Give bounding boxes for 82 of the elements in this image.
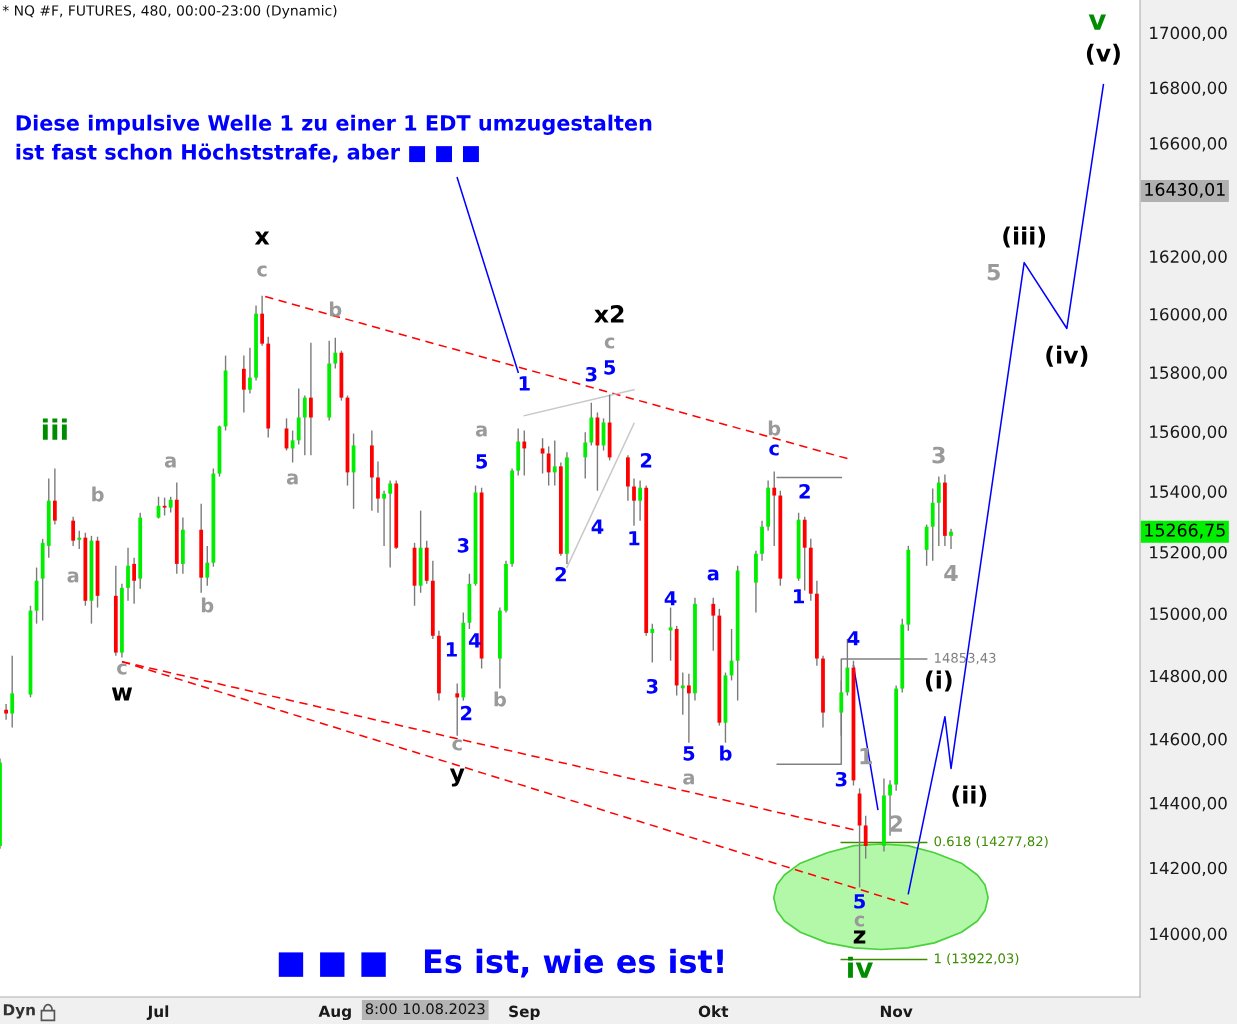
annotation: (i) xyxy=(925,670,952,692)
annotation: 4 xyxy=(664,591,677,606)
annotation: Diese impulsive Welle 1 zu einer 1 EDT umzugestalten ist fast schon Höchststrafe, aber ■ ■ ■ xyxy=(16,114,652,163)
y-tick-label: 15400,00 xyxy=(1150,485,1227,500)
annotation: 4 xyxy=(591,519,604,534)
annotation: 1 xyxy=(519,376,530,391)
y-tick-label: 16000,00 xyxy=(1150,307,1227,323)
y-tick-label: 14800,00 xyxy=(1150,669,1227,684)
annotation: 0.618 (14277,82) xyxy=(934,836,1048,848)
annotation: 1 (13922,03) xyxy=(935,953,1019,965)
x-tick-label: Sep xyxy=(509,1005,540,1021)
y-tick-label: 15200,00 xyxy=(1150,545,1227,561)
x-tick-label: Nov xyxy=(880,1005,913,1018)
annotation: 1 xyxy=(794,589,804,604)
text: 8:00 10.08.2023 xyxy=(365,1003,485,1015)
annotation: 2 xyxy=(640,452,652,468)
annotation: b xyxy=(720,745,732,761)
annotation: (iv) xyxy=(1046,345,1088,367)
annotation: 5 xyxy=(683,746,695,761)
annotation: 1 xyxy=(446,642,457,657)
chart-title: * NQ #F, FUTURES, 480, 00:00-23:00 (Dynamic) xyxy=(2,4,337,19)
text: Dyn xyxy=(3,1004,35,1019)
y-tick-label: 17000,00 xyxy=(1150,26,1227,41)
annotation: y xyxy=(449,768,465,787)
y-tick-label: 16800,00 xyxy=(1150,81,1227,96)
y-tick-label: 14400,00 xyxy=(1150,796,1227,812)
annotation: c xyxy=(257,265,267,277)
y-tick-label: 15600,00 xyxy=(1150,425,1227,440)
annotation: b xyxy=(768,420,781,436)
annotation: 5 xyxy=(987,263,1000,281)
annotation: 3 xyxy=(835,771,847,787)
annotation: 4 xyxy=(944,564,958,582)
x-tick-label: Jul xyxy=(146,1005,169,1020)
annotation: 2 xyxy=(555,566,566,582)
annotation: 3 xyxy=(932,446,945,464)
annotation: w xyxy=(111,687,133,701)
annotation: a xyxy=(475,425,487,437)
x-tick-label: Okt xyxy=(698,1005,729,1018)
y-tick-label: 14600,00 xyxy=(1150,732,1227,748)
annotation: a xyxy=(286,473,298,485)
annotation: 4 xyxy=(847,631,860,646)
y-tick-label: 14000,00 xyxy=(1150,927,1227,942)
text: 16430,01 xyxy=(1145,182,1225,198)
annotation: ■ ■ ■ Es ist, wie es ist! xyxy=(278,948,723,978)
annotation: b xyxy=(494,691,506,707)
annotation: b xyxy=(201,597,214,613)
annotation: 5 xyxy=(604,360,616,375)
annotation: 1 xyxy=(629,531,640,546)
annotation: c xyxy=(452,739,462,751)
annotation: 3 xyxy=(646,678,658,694)
annotation: v xyxy=(1088,14,1107,30)
annotation: c xyxy=(117,663,127,675)
annotation: 3 xyxy=(457,537,469,553)
annotation: 2 xyxy=(461,705,472,721)
y-tick-label: 16600,00 xyxy=(1150,137,1227,152)
annotation: 5 xyxy=(476,454,488,469)
annotation: c xyxy=(854,915,865,927)
annotation: z xyxy=(853,930,866,944)
annotation: iii xyxy=(42,418,67,440)
annotation: a xyxy=(164,456,176,468)
annotation: a xyxy=(707,569,719,581)
annotation: b xyxy=(92,486,104,502)
annotation: 3 xyxy=(585,366,597,382)
annotation: a xyxy=(67,571,79,583)
annotation: (v) xyxy=(1086,43,1120,65)
annotation: (iii) xyxy=(1003,226,1046,248)
x-tick-label: Aug xyxy=(318,1005,351,1021)
y-tick-label: 14200,00 xyxy=(1150,861,1227,877)
annotation: c xyxy=(769,444,779,456)
annotation: x2 xyxy=(594,305,624,323)
annotation: 5 xyxy=(854,894,865,909)
annotation: (ii) xyxy=(952,785,987,807)
annotation: c xyxy=(604,337,615,349)
annotation: x xyxy=(254,231,270,245)
annotation: iv xyxy=(848,956,873,978)
text: 15266,75 xyxy=(1145,523,1225,539)
y-tick-label: 16200,00 xyxy=(1150,250,1227,265)
annotation: b xyxy=(329,301,342,317)
annotation: a xyxy=(683,773,694,785)
y-tick-label: 15800,00 xyxy=(1150,366,1227,381)
annotation: 2 xyxy=(799,483,810,499)
y-tick-label: 15000,00 xyxy=(1150,607,1227,622)
